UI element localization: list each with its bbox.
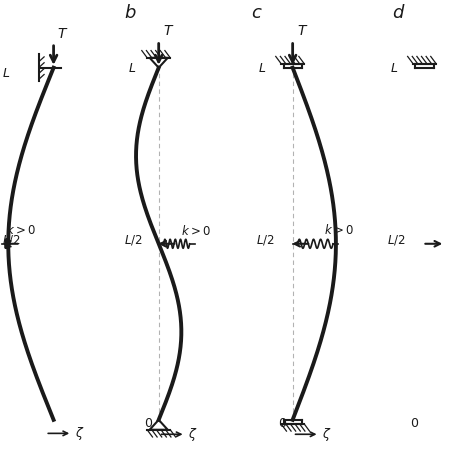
Text: $L$: $L$ (128, 62, 136, 75)
Text: $T$: $T$ (57, 27, 68, 41)
Text: $L/2$: $L/2$ (255, 233, 274, 247)
Text: $L$: $L$ (390, 62, 398, 75)
Text: $0$: $0$ (410, 417, 419, 429)
Text: $0$: $0$ (144, 417, 154, 429)
Text: $L$: $L$ (2, 67, 10, 80)
Text: $\zeta$: $\zeta$ (188, 426, 198, 443)
Text: $\zeta$: $\zeta$ (322, 426, 332, 443)
Text: $L$: $L$ (257, 62, 266, 75)
Text: $L/2$: $L/2$ (124, 233, 142, 247)
Text: $T$: $T$ (297, 24, 308, 38)
Text: $L/2$: $L/2$ (387, 233, 406, 247)
Text: $L/2$: $L/2$ (2, 233, 20, 247)
Text: $b$: $b$ (124, 4, 136, 22)
Text: $d$: $d$ (392, 4, 405, 22)
Text: $k > 0$: $k > 0$ (182, 224, 211, 238)
Text: $k > 0$: $k > 0$ (324, 223, 354, 237)
Text: $\zeta$: $\zeta$ (75, 425, 84, 442)
Text: $T$: $T$ (163, 24, 174, 38)
Text: $k > 0$: $k > 0$ (6, 223, 36, 237)
Text: $0$: $0$ (278, 417, 287, 429)
Text: $c$: $c$ (251, 4, 263, 22)
